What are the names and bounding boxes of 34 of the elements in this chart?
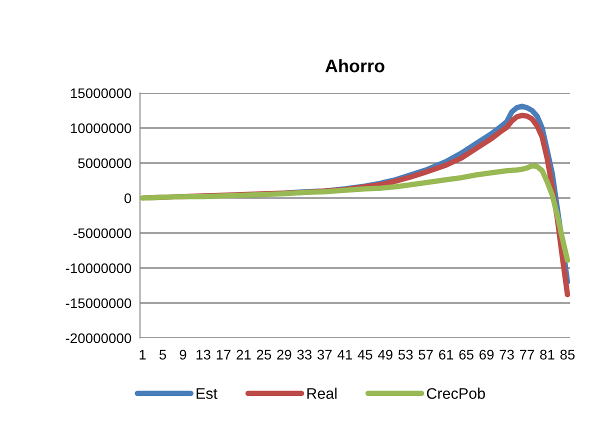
x-tick-label: 1 [140, 350, 146, 360]
y-tick-label: -10000000 [66, 263, 132, 274]
x-tick-label: 21 [236, 350, 251, 360]
x-tick-label: 57 [418, 350, 433, 360]
x-tick-label: 81 [540, 350, 554, 360]
x-tick-label: 13 [196, 350, 210, 360]
x-tick-label: 69 [480, 350, 494, 360]
y-tick-label: -20000000 [66, 333, 132, 344]
legend-label: Real [307, 388, 337, 399]
y-tick-label: 15000000 [70, 88, 132, 98]
x-tick-label: 33 [297, 350, 312, 360]
x-tick-label: 41 [337, 350, 352, 360]
chart-title: Ahorro [325, 59, 384, 72]
x-tick-label: 77 [520, 350, 534, 360]
x-tick-label: 53 [398, 350, 413, 360]
x-tick-label: 85 [560, 350, 575, 360]
y-tick-label: -15000000 [66, 298, 132, 308]
x-tick-label: 61 [439, 350, 454, 360]
y-tick-label: 0 [124, 193, 132, 204]
x-tick-label: 65 [459, 350, 474, 360]
x-tick-label: 49 [378, 350, 392, 360]
x-tick-label: 73 [500, 350, 514, 360]
x-tick-label: 17 [216, 350, 230, 360]
y-tick-label: 10000000 [70, 123, 132, 134]
x-tick-label: 37 [317, 350, 332, 360]
legend-label: Est [196, 388, 218, 399]
x-tick-label: 25 [256, 350, 272, 360]
y-tick-label: 5000000 [78, 158, 132, 168]
x-tick-label: 29 [277, 350, 292, 360]
x-tick-label: 9 [180, 350, 186, 360]
x-tick-label: 45 [358, 350, 372, 360]
x-tick-label: 5 [159, 350, 166, 360]
y-tick-label: -5000000 [74, 228, 132, 238]
legend-label: CrecPob [426, 388, 485, 399]
